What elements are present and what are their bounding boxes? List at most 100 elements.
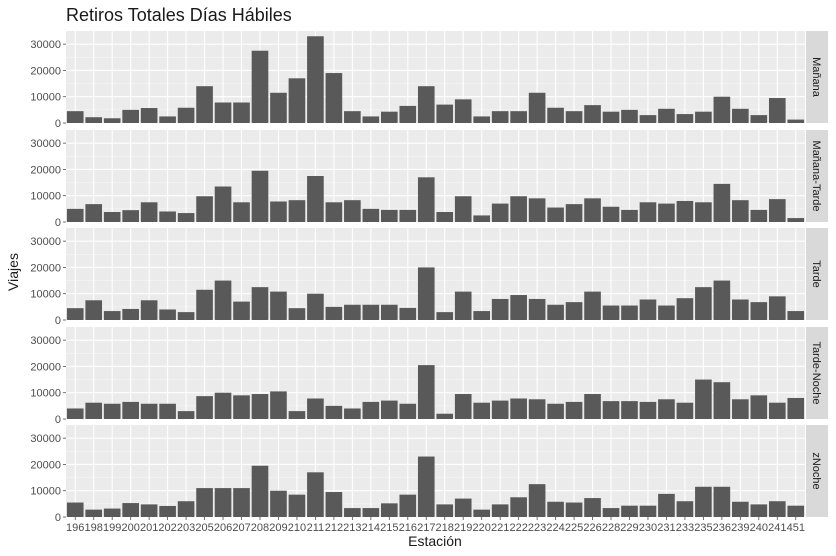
bar-231 (658, 305, 675, 320)
bar-241 (768, 402, 786, 419)
bar-223 (528, 399, 546, 419)
bar-208 (251, 287, 269, 320)
bar-231 (658, 108, 675, 123)
x-tick-label-220: 220 (473, 522, 491, 534)
bar-220 (473, 402, 491, 419)
bar-241 (768, 98, 786, 123)
x-tick-label-208: 208 (251, 522, 269, 534)
bar-202 (159, 309, 176, 320)
y-tick-label: 20000 (30, 262, 61, 274)
facet-panel: 0 10000 20000 30000 Tarde-Noche (30, 327, 828, 426)
bar-231 (658, 493, 675, 517)
bar-201 (140, 504, 158, 517)
bar-202 (159, 505, 176, 517)
bar-236 (713, 382, 731, 419)
bar-221 (491, 111, 509, 123)
bar-212 (325, 73, 343, 123)
bar-210 (288, 494, 306, 517)
bar-209 (270, 490, 287, 517)
bar-205 (196, 86, 213, 123)
x-tick-label-216: 216 (399, 522, 417, 534)
panel-background (66, 31, 805, 123)
y-tick-label: 10000 (30, 289, 61, 301)
bar-210 (288, 411, 306, 419)
facet-panel: 0 10000 20000 30000 Mañana (30, 31, 828, 130)
facet-panel: 0 10000 20000 30000 zNoche (30, 425, 828, 524)
bar-208 (251, 170, 269, 222)
bar-239 (732, 501, 749, 517)
x-tick-label-211: 211 (307, 522, 325, 534)
bar-226 (584, 291, 601, 320)
bar-207 (233, 488, 250, 517)
bar-216 (399, 494, 417, 517)
chart-title: Retiros Totales Días Hábiles (66, 5, 292, 25)
bar-202 (159, 116, 176, 123)
x-tick-label-206: 206 (214, 522, 232, 534)
facet-strip (806, 228, 828, 320)
bar-205 (196, 488, 213, 517)
bar-222 (510, 196, 527, 222)
bar-205 (196, 396, 213, 419)
y-tick-label: 0 (55, 315, 61, 327)
bar-239 (732, 108, 749, 123)
x-axis-label: Estación (408, 533, 462, 549)
bar-228 (602, 111, 620, 123)
bar-208 (251, 465, 269, 517)
bar-198 (85, 402, 103, 419)
x-tick-label-202: 202 (158, 522, 176, 534)
y-axis-label: Viajes (5, 253, 21, 291)
bar-209 (270, 391, 287, 419)
facet-strip (806, 327, 828, 419)
bar-236 (713, 486, 731, 517)
x-tick-label-207: 207 (232, 522, 250, 534)
facet-panel: 0 10000 20000 30000 Mañana-Tarde (30, 130, 828, 229)
bar-219 (454, 498, 472, 517)
y-tick-label: 30000 (30, 335, 61, 347)
bar-219 (454, 394, 472, 419)
bar-213 (344, 304, 361, 320)
x-tick-label-230: 230 (639, 522, 657, 534)
bar-221 (491, 298, 509, 320)
y-tick-label: 10000 (30, 486, 61, 498)
bar-212 (325, 492, 343, 517)
bar-235 (695, 111, 712, 123)
x-tick-label-226: 226 (583, 522, 601, 534)
bar-230 (639, 401, 657, 419)
bar-198 (85, 117, 103, 123)
bar-213 (344, 111, 361, 123)
bar-222 (510, 295, 527, 320)
y-tick-label: 10000 (30, 92, 61, 104)
x-tick-label-451: 451 (787, 522, 805, 534)
bar-214 (362, 304, 380, 320)
x-tick-label-219: 219 (454, 522, 472, 534)
bar-218 (436, 413, 454, 419)
x-tick-label-239: 239 (731, 522, 749, 534)
y-tick-label: 20000 (30, 361, 61, 373)
bar-203 (177, 213, 195, 222)
bar-230 (639, 505, 657, 517)
bar-236 (713, 183, 731, 222)
bar-213 (344, 408, 361, 419)
bar-233 (676, 114, 694, 123)
bar-451 (787, 218, 805, 222)
bar-198 (85, 509, 103, 517)
bar-210 (288, 308, 306, 320)
bar-451 (787, 397, 805, 419)
bar-219 (454, 196, 472, 222)
y-tick-label: 10000 (30, 388, 61, 400)
bar-196 (66, 208, 84, 222)
bar-231 (658, 399, 675, 419)
bar-201 (140, 403, 158, 419)
bar-217 (417, 365, 435, 419)
bar-229 (621, 505, 638, 517)
bar-203 (177, 312, 195, 320)
facet-panel: 0 10000 20000 30000 Tarde (30, 228, 828, 327)
bar-206 (214, 280, 232, 320)
bar-226 (584, 105, 601, 123)
bar-210 (288, 200, 306, 222)
bar-228 (602, 305, 620, 320)
bar-211 (307, 36, 324, 123)
bar-203 (177, 411, 195, 419)
x-tick-label-199: 199 (103, 522, 121, 534)
bar-214 (362, 208, 380, 222)
